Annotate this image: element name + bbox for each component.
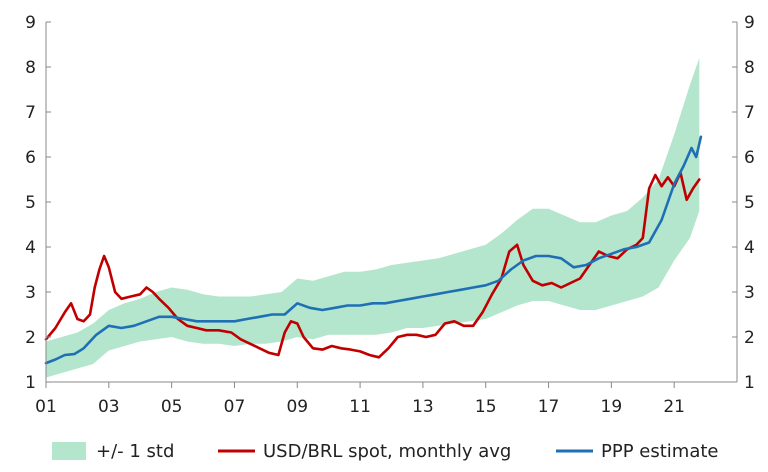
- legend-label-ppp: PPP estimate: [601, 441, 719, 462]
- legend: +/- 1 std USD/BRL spot, monthly avg PPP es…: [52, 441, 719, 462]
- tick-labels-layer: 1 12 23 34 45 56 67 78 89 901 03 05 07 09 11 13 15 17 19 21: [25, 13, 755, 417]
- x-tick-label: 17: [538, 397, 560, 417]
- y-tick-label-right: 3: [744, 283, 755, 303]
- axes-layer: [45, 21, 738, 388]
- y-tick-label-right: 4: [744, 238, 755, 258]
- x-tick-label: 21: [663, 397, 685, 417]
- y-tick-label-right: 6: [744, 148, 755, 168]
- y-tick-label-right: 1: [744, 373, 755, 393]
- y-tick-label-right: 7: [744, 103, 755, 123]
- x-tick-label: 19: [601, 397, 623, 417]
- x-tick-label: 13: [412, 397, 434, 417]
- x-tick-label: 03: [98, 397, 120, 417]
- series-lines-layer: [44, 135, 703, 365]
- y-tick-label-left: 9: [25, 13, 36, 33]
- legend-label-spot: USD/BRL spot, monthly avg: [263, 441, 511, 462]
- y-tick-label-left: 5: [25, 193, 36, 213]
- std-band-area: [46, 58, 700, 378]
- y-tick-label-left: 2: [25, 328, 36, 348]
- y-tick-label-left: 1: [25, 373, 36, 393]
- y-tick-label-left: 8: [25, 58, 36, 78]
- x-tick-label: 05: [161, 397, 183, 417]
- ppp-estimate-line: [44, 135, 703, 365]
- y-tick-label-left: 6: [25, 148, 36, 168]
- x-tick-label: 15: [475, 397, 497, 417]
- y-tick-label-right: 2: [744, 328, 755, 348]
- legend-label-std-band: +/- 1 std: [96, 441, 174, 462]
- x-tick-label: 07: [224, 397, 246, 417]
- x-tick-label: 11: [349, 397, 371, 417]
- y-tick-label-left: 7: [25, 103, 36, 123]
- x-tick-label: 09: [286, 397, 308, 417]
- y-tick-label-right: 5: [744, 193, 755, 213]
- y-tick-label-right: 9: [744, 13, 755, 33]
- legend-swatch-std-band: [52, 442, 86, 460]
- y-tick-label-left: 4: [25, 238, 36, 258]
- y-tick-label-right: 8: [744, 58, 755, 78]
- y-tick-label-left: 3: [25, 283, 36, 303]
- std-band-layer: [46, 58, 700, 378]
- x-tick-label: 01: [35, 397, 57, 417]
